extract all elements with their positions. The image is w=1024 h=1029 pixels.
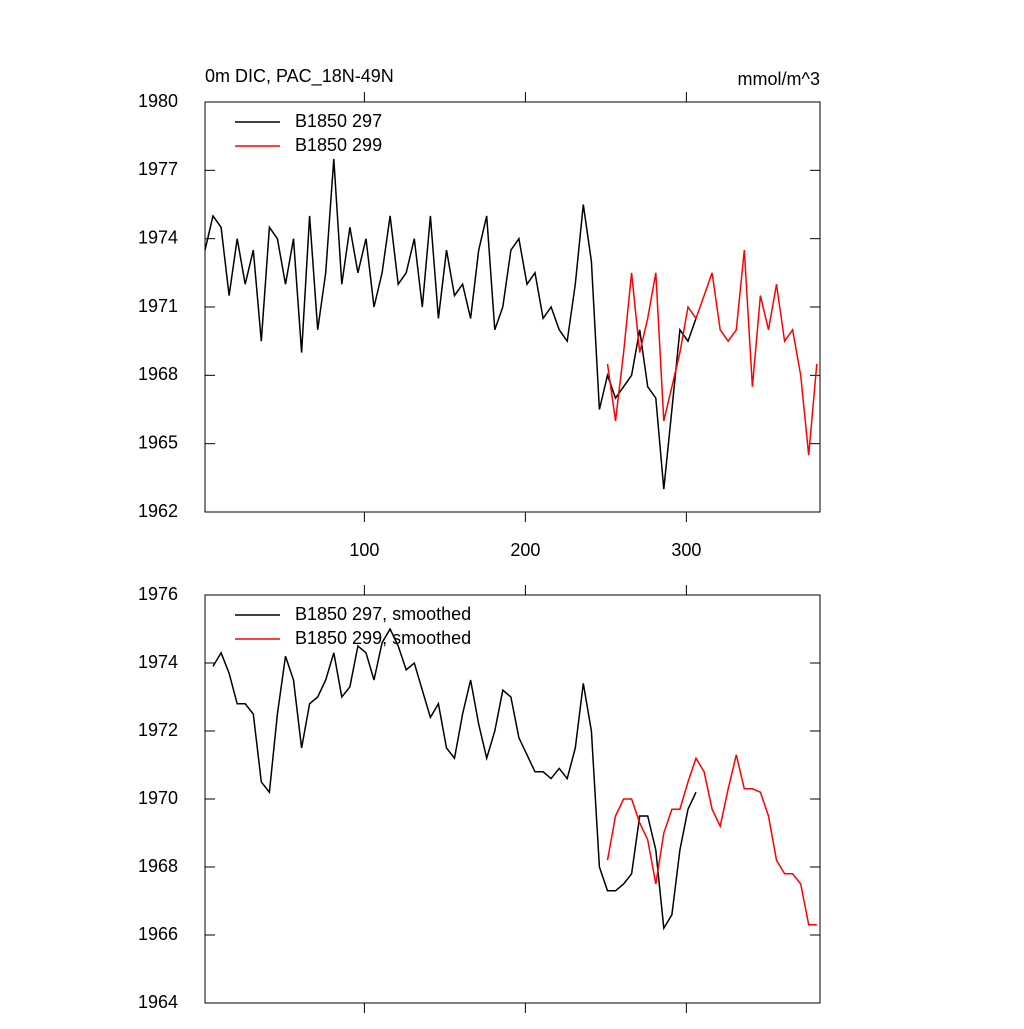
x-tick-label: 200 [510, 540, 540, 560]
plot-frame [204, 594, 821, 1004]
y-tick-label: 1971 [138, 296, 178, 316]
legend-label: B1850 299 [295, 135, 382, 155]
legend-label: B1850 299, smoothed [295, 628, 471, 648]
x-tick-label: 300 [671, 540, 701, 560]
y-tick-label: 1968 [138, 856, 178, 876]
y-tick-label: 1966 [138, 924, 178, 944]
y-tick-label: 1977 [138, 159, 178, 179]
chart-title: 0m DIC, PAC_18N-49N [205, 66, 394, 87]
y-tick-label: 1974 [138, 227, 178, 247]
data-line [606, 754, 817, 926]
legend-label: B1850 297 [295, 111, 382, 131]
plot-frame [204, 101, 821, 513]
y-tick-label: 1976 [138, 584, 178, 604]
data-line [606, 250, 818, 456]
y-tick-label: 1974 [138, 652, 178, 672]
legend-label: B1850 297, smoothed [295, 604, 471, 624]
x-tick-label: 100 [349, 540, 379, 560]
y-tick-label: 1962 [138, 501, 178, 521]
units-label: mmol/m^3 [738, 69, 820, 89]
data-line [212, 627, 697, 931]
y-tick-label: 1980 [138, 91, 178, 111]
y-tick-label: 1965 [138, 432, 178, 452]
data-line [204, 158, 697, 490]
y-tick-label: 1972 [138, 720, 178, 740]
y-tick-label: 1970 [138, 788, 178, 808]
y-tick-label: 1964 [138, 992, 178, 1012]
y-tick-label: 1968 [138, 364, 178, 384]
